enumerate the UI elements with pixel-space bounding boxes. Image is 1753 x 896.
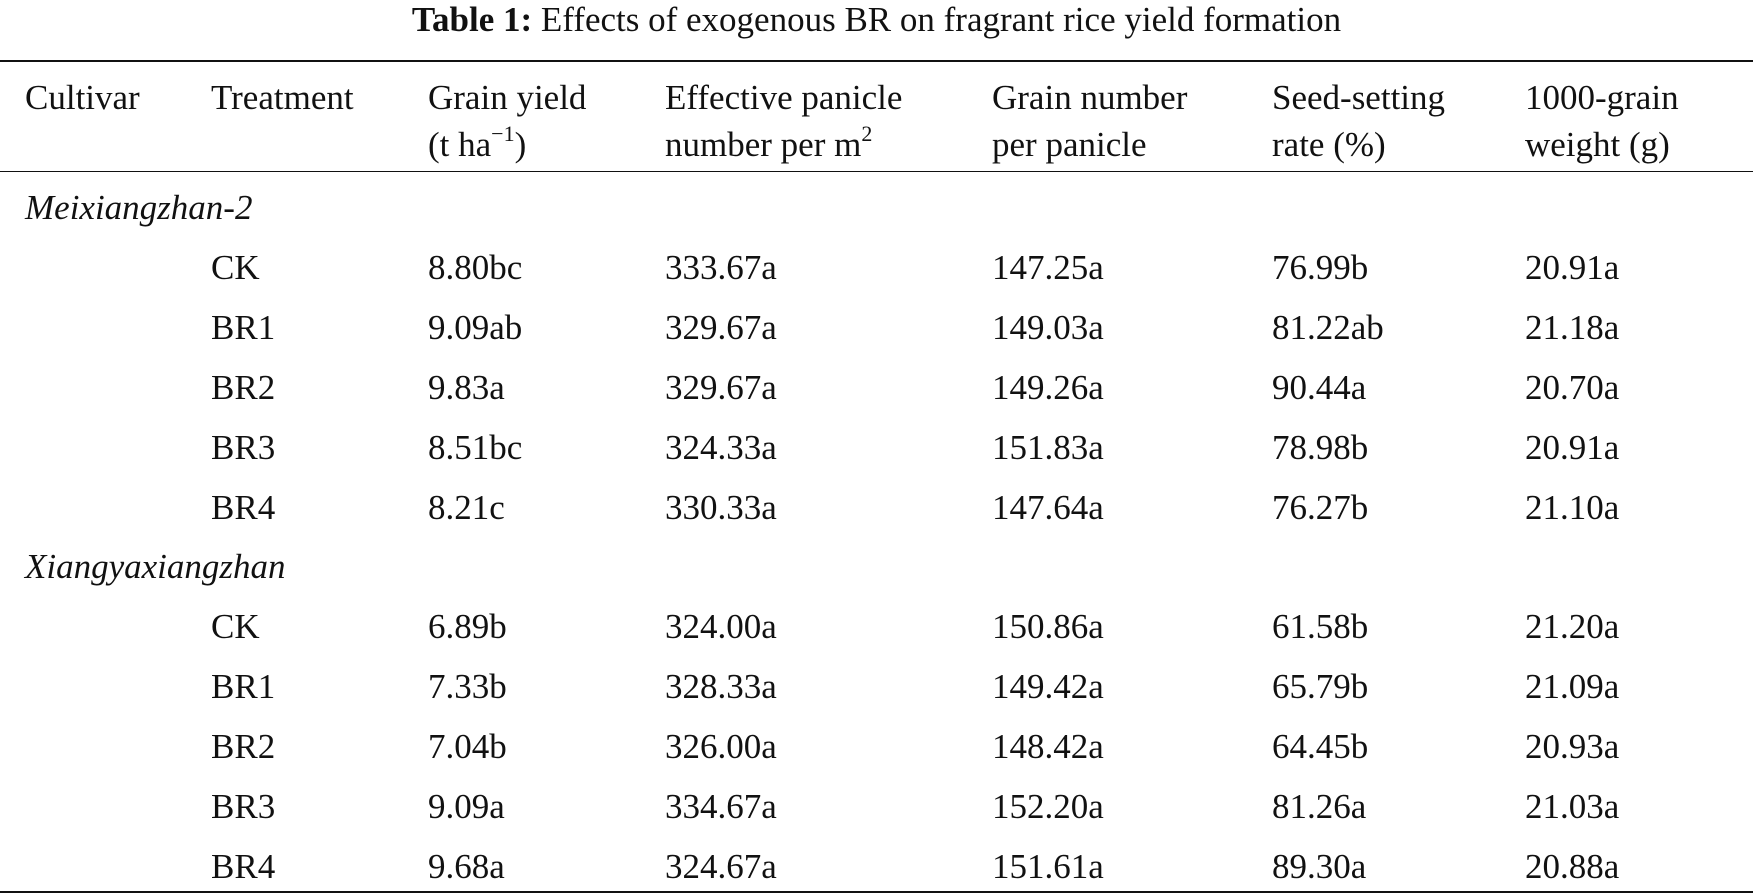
cultivar-group-label: Xiangyaxiangzhan	[25, 547, 286, 586]
cell-effective-panicle: 330.33a	[665, 488, 777, 527]
cell-treatment: BR2	[211, 727, 276, 766]
cell-1000-grain-weight: 20.91a	[1525, 248, 1620, 287]
cell-seed-setting: 78.98b	[1272, 428, 1369, 467]
cell-grain-number: 151.61a	[992, 847, 1104, 886]
cell-1000-grain-weight: 21.03a	[1525, 787, 1620, 826]
cell-grain-yield: 9.68a	[428, 847, 505, 886]
table-caption-text: Effects of exogenous BR on fragrant rice…	[540, 0, 1342, 39]
cell-seed-setting: 61.58b	[1272, 607, 1369, 646]
cell-grain-yield: 9.09a	[428, 787, 505, 826]
cell-seed-setting: 89.30a	[1272, 847, 1367, 886]
header-effective-panicle: Effective panicle number per m2	[665, 78, 903, 164]
cell-effective-panicle: 329.67a	[665, 308, 777, 347]
cell-1000-grain-weight: 21.10a	[1525, 488, 1620, 527]
cell-grain-number: 147.25a	[992, 248, 1104, 287]
header-cultivar: Cultivar	[25, 78, 140, 117]
cell-grain-number: 149.42a	[992, 667, 1104, 706]
cell-grain-yield: 8.21c	[428, 488, 505, 527]
cell-grain-number: 149.26a	[992, 368, 1104, 407]
cell-treatment: BR1	[211, 308, 276, 347]
cell-seed-setting: 76.27b	[1272, 488, 1369, 527]
cell-1000-grain-weight: 20.91a	[1525, 428, 1620, 467]
header-treatment: Treatment	[211, 78, 354, 117]
cell-1000-grain-weight: 20.70a	[1525, 368, 1620, 407]
cell-seed-setting: 65.79b	[1272, 667, 1369, 706]
cell-seed-setting: 81.22ab	[1272, 308, 1384, 347]
cell-1000-grain-weight: 21.20a	[1525, 607, 1620, 646]
cell-treatment: CK	[211, 248, 260, 287]
cell-treatment: BR3	[211, 428, 276, 467]
cell-treatment: BR2	[211, 368, 276, 407]
cell-grain-number: 147.64a	[992, 488, 1104, 527]
cell-effective-panicle: 324.33a	[665, 428, 777, 467]
cell-effective-panicle: 324.67a	[665, 847, 777, 886]
cell-effective-panicle: 326.00a	[665, 727, 777, 766]
bottom-rule	[0, 891, 1753, 893]
cell-grain-number: 152.20a	[992, 787, 1104, 826]
cell-treatment: BR3	[211, 787, 276, 826]
top-rule	[0, 60, 1753, 62]
cell-treatment: BR4	[211, 488, 276, 527]
cultivar-group-label: Meixiangzhan-2	[25, 188, 253, 227]
cell-effective-panicle: 329.67a	[665, 368, 777, 407]
cell-grain-yield: 8.51bc	[428, 428, 523, 467]
header-grain-number: Grain number per panicle	[992, 78, 1188, 164]
cell-effective-panicle: 333.67a	[665, 248, 777, 287]
cell-seed-setting: 81.26a	[1272, 787, 1367, 826]
cell-1000-grain-weight: 21.09a	[1525, 667, 1620, 706]
header-seed-setting: Seed-setting rate (%)	[1272, 78, 1446, 164]
cell-1000-grain-weight: 20.93a	[1525, 727, 1620, 766]
cell-effective-panicle: 324.00a	[665, 607, 777, 646]
cell-1000-grain-weight: 20.88a	[1525, 847, 1620, 886]
cell-effective-panicle: 328.33a	[665, 667, 777, 706]
cell-effective-panicle: 334.67a	[665, 787, 777, 826]
cell-treatment: BR4	[211, 847, 276, 886]
cell-treatment: BR1	[211, 667, 276, 706]
table-caption: Table 1: Effects of exogenous BR on frag…	[0, 0, 1753, 40]
header-rule	[0, 171, 1753, 172]
cell-grain-yield: 9.09ab	[428, 308, 523, 347]
cell-grain-yield: 7.04b	[428, 727, 507, 766]
cell-seed-setting: 64.45b	[1272, 727, 1369, 766]
cell-grain-yield: 9.83a	[428, 368, 505, 407]
cell-grain-yield: 8.80bc	[428, 248, 523, 287]
cell-grain-number: 149.03a	[992, 308, 1104, 347]
cell-seed-setting: 76.99b	[1272, 248, 1369, 287]
cell-grain-yield: 6.89b	[428, 607, 507, 646]
cell-grain-yield: 7.33b	[428, 667, 507, 706]
cell-treatment: CK	[211, 607, 260, 646]
cell-grain-number: 148.42a	[992, 727, 1104, 766]
table-caption-label: Table 1:	[411, 0, 533, 39]
header-grain-yield: Grain yield (t ha−1)	[428, 78, 587, 164]
cell-grain-number: 151.83a	[992, 428, 1104, 467]
header-1000-grain: 1000-grain weight (g)	[1525, 78, 1679, 164]
cell-seed-setting: 90.44a	[1272, 368, 1367, 407]
cell-grain-number: 150.86a	[992, 607, 1104, 646]
cell-1000-grain-weight: 21.18a	[1525, 308, 1620, 347]
